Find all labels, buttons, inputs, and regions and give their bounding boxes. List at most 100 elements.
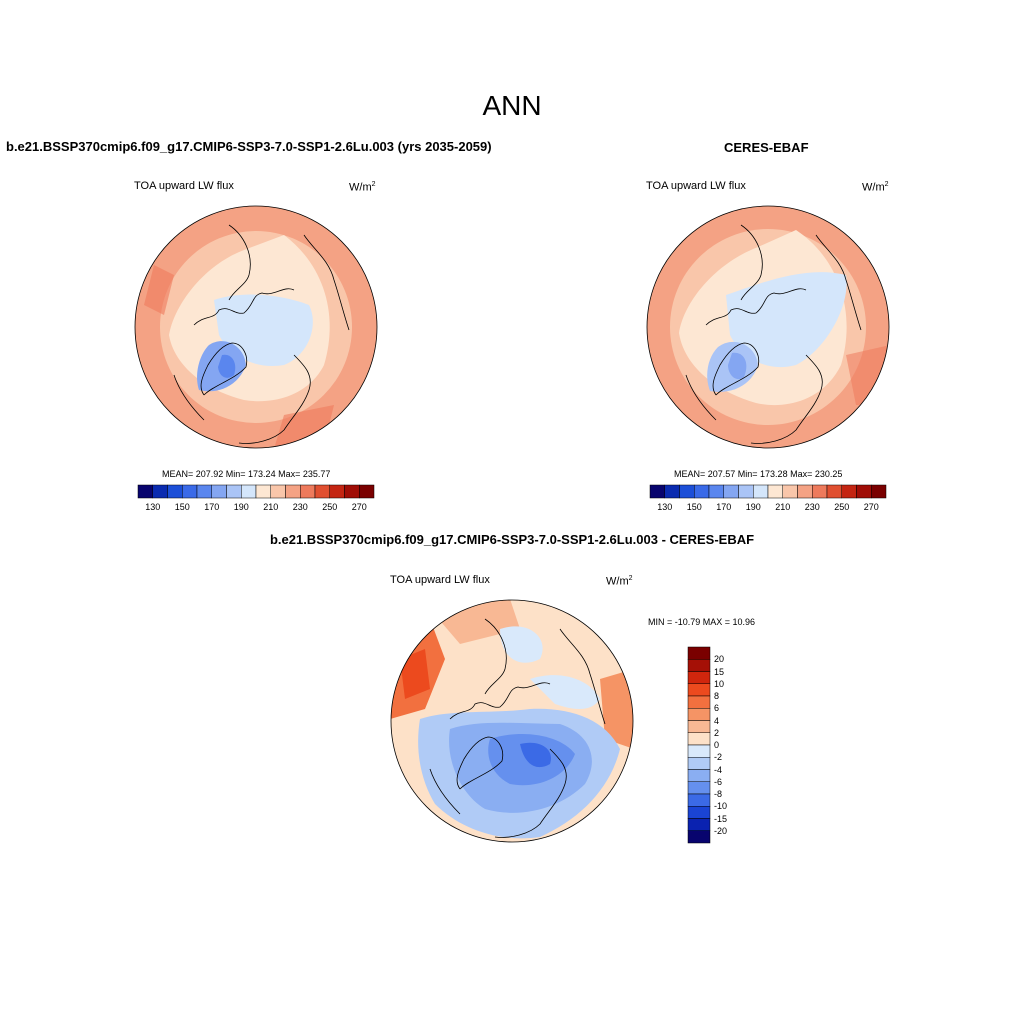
model-map-border <box>134 205 378 449</box>
model-panel-title: b.e21.BSSP370cmip6.f09_g17.CMIP6-SSP3-7.… <box>6 139 492 154</box>
colorbar-swatch <box>687 757 711 770</box>
diff-map-border <box>390 599 634 843</box>
colorbar-swatch <box>687 830 711 844</box>
colorbar-tick-label: 130 <box>145 502 161 512</box>
colorbar-tick-label: 170 <box>204 502 220 512</box>
colorbar-swatch <box>687 646 711 660</box>
colorbar-tick-label: 2 <box>714 727 720 738</box>
model-coastlines <box>173 224 350 444</box>
colorbar-tick-label: 230 <box>292 502 308 512</box>
colorbar-swatch <box>314 484 330 499</box>
diff-panel-title: b.e21.BSSP370cmip6.f09_g17.CMIP6-SSP3-7.… <box>269 532 755 547</box>
colorbar-swatch <box>255 484 271 499</box>
colorbar-swatch <box>329 484 345 499</box>
colorbar-swatch <box>182 484 198 499</box>
diff-variable-label: TOA upward LW flux <box>390 574 490 586</box>
model-field-patch <box>144 265 174 315</box>
colorbar-swatch <box>782 484 798 499</box>
colorbar-swatch <box>767 484 783 499</box>
colorbar-tick-label: 130 <box>657 502 673 512</box>
colorbar-tick-label: 230 <box>804 502 820 512</box>
colorbar-swatch <box>871 484 887 499</box>
diff-polar-map <box>390 599 634 843</box>
colorbar-swatch <box>687 769 711 782</box>
colorbar-swatch <box>841 484 857 499</box>
diff-field-cool-min <box>520 742 551 768</box>
colorbar-tick-label: 170 <box>716 502 732 512</box>
obs-variable-label: TOA upward LW flux <box>646 180 746 192</box>
colorbar-swatch <box>285 484 301 499</box>
colorbar-tick-label: 150 <box>686 502 702 512</box>
diff-coastlines <box>429 618 606 838</box>
colorbar-tick-label: -15 <box>714 813 728 824</box>
colorbar-swatch <box>856 484 872 499</box>
colorbar-swatch <box>196 484 212 499</box>
colorbar-swatch <box>152 484 168 499</box>
colorbar-swatch <box>226 484 242 499</box>
colorbar-swatch <box>687 720 711 733</box>
diff-colorbar-labels: 20 15 10 8 6 4 2 0 -2 -4 -6 -8 -10 -15 -20 <box>714 647 744 843</box>
colorbar-tick-label: 10 <box>714 678 725 689</box>
colorbar-swatch <box>649 484 665 499</box>
colorbar-swatch <box>723 484 739 499</box>
colorbar-tick-label: 8 <box>714 691 720 701</box>
main-title: ANN <box>482 90 542 121</box>
colorbar-swatch <box>687 671 711 684</box>
colorbar-swatch <box>687 732 711 746</box>
model-stats: MEAN= 207.92 Min= 173.24 Max= 235.77 <box>162 469 331 479</box>
colorbar-swatch <box>708 484 724 499</box>
colorbar-tick-label: -2 <box>714 752 723 763</box>
obs-coastlines <box>685 224 862 444</box>
diff-stats: MIN = -10.79 MAX = 10.96 <box>648 617 756 627</box>
colorbar-swatch <box>826 484 842 499</box>
obs-map-border <box>646 205 890 449</box>
colorbar-swatch <box>738 484 754 499</box>
obs-colorbar-labels: 130 150 170 190 210 230 250 270 <box>650 502 886 514</box>
colorbar-tick-label: 250 <box>834 502 850 512</box>
model-field-greenland-core <box>218 354 236 378</box>
colorbar-tick-label: 210 <box>263 502 279 512</box>
colorbar-tick-label: 15 <box>714 666 725 677</box>
obs-units-label: W/m2 <box>862 181 889 194</box>
colorbar-tick-label: 6 <box>714 703 720 714</box>
colorbar-tick-label: 150 <box>174 502 190 512</box>
colorbar-swatch <box>300 484 316 499</box>
model-polar-map <box>134 205 378 449</box>
colorbar-tick-label: -6 <box>714 776 723 787</box>
colorbar-swatch <box>753 484 769 499</box>
obs-field-arctic <box>726 272 847 368</box>
colorbar-swatch <box>679 484 695 499</box>
diff-field-warm-west-core <box>400 649 430 699</box>
colorbar-tick-label: 270 <box>863 502 879 512</box>
colorbar-swatch <box>687 781 711 795</box>
diff-colorbar <box>687 646 711 844</box>
diff-field-cool-patch <box>530 675 600 709</box>
colorbar-swatch <box>359 484 375 499</box>
obs-field-greenland-core <box>728 352 747 380</box>
colorbar-swatch <box>687 793 711 807</box>
colorbar-swatch <box>812 484 828 499</box>
colorbar-swatch <box>664 484 680 499</box>
colorbar-swatch <box>694 484 710 499</box>
colorbar-tick-label: -20 <box>714 825 728 836</box>
colorbar-swatch <box>687 695 711 709</box>
colorbar-tick-label: 250 <box>322 502 338 512</box>
colorbar-tick-label: 0 <box>714 740 720 750</box>
colorbar-tick-label: 270 <box>351 502 367 512</box>
diff-field-cool-patch <box>500 626 543 663</box>
obs-panel-title: CERES-EBAF <box>724 140 809 155</box>
colorbar-swatch <box>687 683 711 697</box>
colorbar-swatch <box>797 484 813 499</box>
colorbar-swatch <box>687 818 711 831</box>
model-variable-label: TOA upward LW flux <box>134 180 234 192</box>
colorbar-swatch <box>167 484 183 499</box>
model-colorbar-labels: 130 150 170 190 210 230 250 270 <box>138 502 374 514</box>
diff-field-warm-east <box>600 669 633 749</box>
obs-polar-map <box>646 205 890 449</box>
obs-stats: MEAN= 207.57 Min= 173.28 Max= 230.25 <box>674 469 843 479</box>
obs-colorbar <box>649 484 887 499</box>
colorbar-tick-label: -10 <box>714 801 728 812</box>
colorbar-swatch <box>687 744 711 758</box>
colorbar-swatch <box>270 484 286 499</box>
colorbar-swatch <box>687 659 711 672</box>
